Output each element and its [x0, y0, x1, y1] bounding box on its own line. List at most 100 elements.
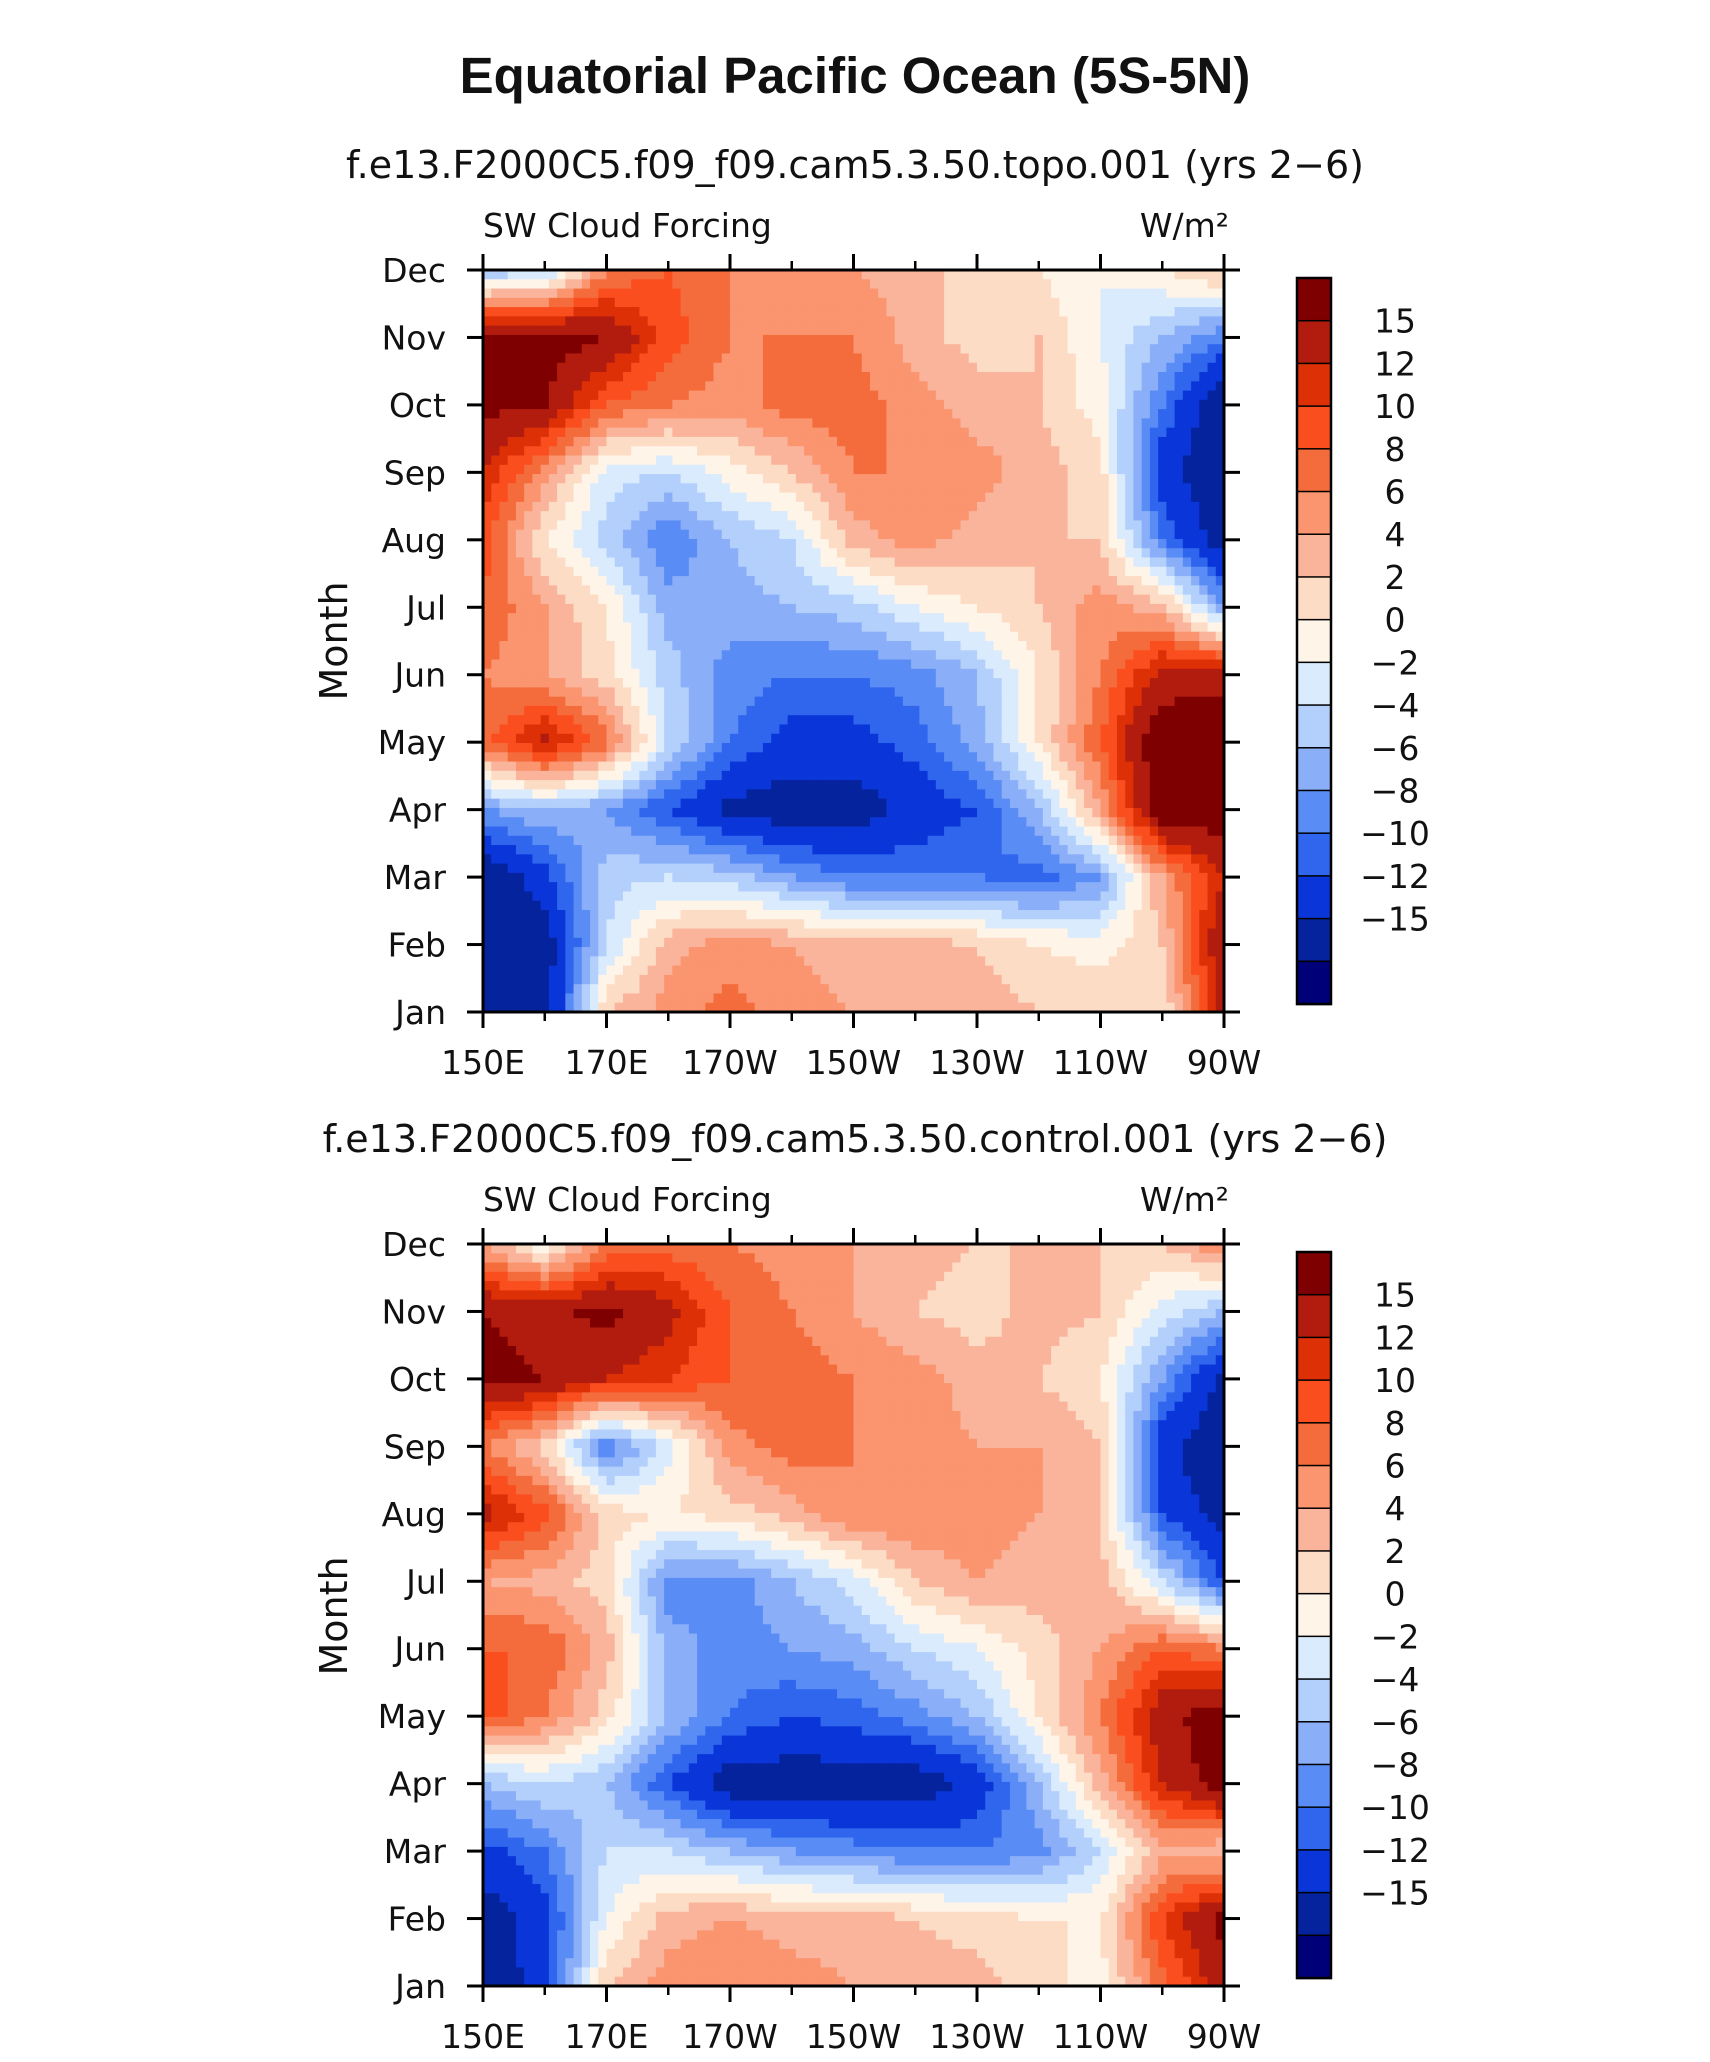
- heatmap-cell: [524, 752, 534, 763]
- heatmap-cell: [1009, 279, 1019, 290]
- heatmap-cell: [960, 381, 970, 392]
- heatmap-cell: [869, 316, 879, 327]
- heatmap-cell: [1009, 464, 1019, 475]
- heatmap-cell: [927, 770, 937, 781]
- heatmap-cell: [705, 409, 715, 420]
- heatmap-cell: [655, 325, 665, 336]
- heatmap-cell: [1108, 270, 1118, 280]
- heatmap-cell: [1009, 501, 1019, 512]
- heatmap-cell: [647, 687, 657, 698]
- heatmap-cell: [1215, 761, 1224, 772]
- heatmap-cell: [705, 668, 715, 679]
- heatmap-cell: [1215, 436, 1224, 447]
- heatmap-cell: [1051, 705, 1061, 716]
- heatmap-cell: [499, 780, 509, 791]
- heatmap-cell: [919, 501, 929, 512]
- heatmap-cell: [1018, 409, 1028, 420]
- heatmap-cell: [1199, 761, 1209, 772]
- heatmap-cell: [911, 733, 921, 744]
- heatmap-cell: [804, 752, 814, 763]
- heatmap-cell: [952, 668, 962, 679]
- heatmap-cell: [565, 511, 575, 522]
- heatmap-cell: [977, 270, 986, 280]
- heatmap-cell: [886, 576, 896, 587]
- heatmap-cell: [869, 650, 879, 661]
- heatmap-cell: [762, 622, 772, 633]
- heatmap-cell: [985, 668, 995, 679]
- heatmap-cell: [1075, 613, 1085, 624]
- heatmap-cell: [664, 390, 674, 401]
- heatmap-cell: [1133, 715, 1143, 726]
- heatmap-cell: [507, 752, 517, 763]
- heatmap-cell: [845, 270, 855, 280]
- heatmap-cell: [812, 418, 822, 429]
- heatmap-cell: [977, 520, 986, 531]
- heatmap-cell: [721, 511, 731, 522]
- heatmap-cell: [1018, 511, 1028, 522]
- heatmap-cell: [911, 511, 921, 522]
- heatmap-cell: [1125, 724, 1135, 735]
- heatmap-cell: [779, 334, 789, 345]
- heatmap-cell: [639, 548, 649, 559]
- heatmap-cell: [1215, 548, 1224, 559]
- heatmap-cell: [1149, 344, 1159, 355]
- heatmap-cell: [507, 529, 517, 540]
- heatmap-cell: [878, 529, 888, 540]
- heatmap-cell: [894, 641, 904, 651]
- heatmap-cell: [861, 585, 871, 596]
- heatmap-cell: [944, 390, 953, 401]
- heatmap-cell: [1191, 678, 1200, 689]
- heatmap-cell: [647, 399, 657, 410]
- heatmap-cell: [499, 316, 509, 327]
- heatmap-cell: [1001, 631, 1011, 642]
- heatmap-cell: [845, 483, 855, 494]
- heatmap-cell: [688, 381, 698, 392]
- heatmap-cell: [1042, 492, 1052, 503]
- heatmap-cell: [598, 353, 608, 364]
- heatmap-cell: [1009, 678, 1019, 689]
- heatmap-cell: [886, 381, 896, 392]
- heatmap-cell: [754, 297, 764, 308]
- heatmap-cell: [1116, 733, 1126, 744]
- heatmap-cell: [647, 724, 657, 735]
- heatmap-cell: [1009, 455, 1019, 466]
- heatmap-cell: [960, 446, 970, 457]
- heatmap-cell: [1018, 418, 1028, 429]
- heatmap-cell: [771, 668, 781, 679]
- heatmap-cell: [705, 743, 715, 753]
- heatmap-cell: [491, 288, 501, 299]
- heatmap-cell: [491, 390, 501, 401]
- heatmap-cell: [507, 668, 517, 679]
- heatmap-cell: [1075, 743, 1085, 753]
- heatmap-cell: [861, 362, 871, 373]
- heatmap-cell: [614, 659, 624, 670]
- heatmap-cell: [713, 622, 723, 633]
- heatmap-cell: [944, 631, 953, 642]
- heatmap-cell: [960, 353, 970, 364]
- heatmap-cell: [647, 678, 657, 689]
- heatmap-cell: [738, 455, 748, 466]
- heatmap-cell: [919, 316, 929, 327]
- heatmap-cell: [713, 297, 723, 308]
- heatmap-cell: [581, 668, 591, 679]
- heatmap-cell: [927, 334, 937, 345]
- heatmap-cell: [812, 650, 822, 661]
- heatmap-cell: [746, 399, 756, 410]
- heatmap-cell: [1158, 752, 1168, 763]
- heatmap-cell: [944, 464, 953, 475]
- heatmap-cell: [1182, 594, 1192, 605]
- heatmap-cell: [1067, 770, 1077, 781]
- heatmap-cell: [935, 733, 945, 744]
- heatmap-cell: [532, 622, 542, 633]
- heatmap-cell: [952, 724, 962, 735]
- heatmap-cell: [524, 585, 534, 596]
- heatmap-cell: [771, 474, 781, 485]
- heatmap-cell: [820, 724, 830, 735]
- heatmap-cell: [680, 464, 690, 475]
- heatmap-cell: [1108, 548, 1118, 559]
- heatmap-cell: [927, 399, 937, 410]
- heatmap-cell: [1100, 538, 1110, 549]
- heatmap-cell: [721, 761, 731, 772]
- heatmap-cell: [581, 520, 591, 531]
- heatmap-cell: [680, 316, 690, 327]
